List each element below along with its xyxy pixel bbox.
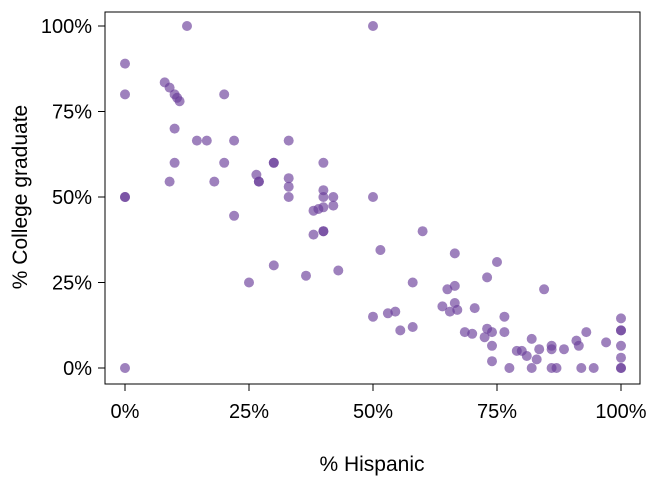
data-point [482, 272, 493, 283]
data-point [209, 176, 220, 187]
y-tick-label: 75% [52, 102, 92, 124]
data-point [318, 202, 329, 213]
data-point [395, 325, 406, 336]
data-point [487, 356, 497, 367]
data-point [534, 344, 545, 355]
data-point [301, 270, 311, 281]
y-tick-label: 25% [52, 273, 92, 295]
data-point [268, 157, 279, 168]
data-point [368, 311, 378, 322]
data-point [219, 157, 230, 168]
x-tick-label: 50% [353, 401, 393, 423]
x-axis-title: % Hispanic [319, 453, 424, 476]
data-point [616, 363, 626, 373]
data-point [120, 363, 130, 373]
data-point [487, 340, 497, 351]
data-point [120, 58, 130, 69]
data-point [492, 257, 502, 267]
data-point [616, 325, 626, 336]
x-tick-label: 75% [477, 401, 517, 423]
data-point [504, 363, 515, 373]
data-point [368, 192, 378, 202]
x-axis: 0% 25% 50% 75% 100% [111, 384, 647, 423]
data-point [601, 337, 612, 348]
points-layer [120, 21, 626, 373]
data-point [328, 192, 339, 202]
data-point [191, 135, 202, 146]
data-point [201, 135, 212, 146]
data-point [449, 280, 460, 291]
data-point [487, 327, 497, 338]
data-point [526, 333, 537, 344]
data-point [576, 363, 587, 373]
y-tick-label: 100% [41, 16, 92, 38]
data-point [521, 351, 532, 361]
data-point [452, 304, 463, 315]
data-point [559, 344, 569, 355]
data-point [244, 277, 254, 288]
data-point [219, 89, 230, 100]
y-tick-label: 50% [52, 187, 92, 209]
data-point [283, 173, 294, 184]
data-point [169, 123, 180, 134]
data-point [283, 135, 294, 146]
y-axis-title: % College graduate [9, 105, 32, 289]
data-point [268, 260, 279, 271]
data-point [551, 363, 562, 373]
data-point [229, 210, 240, 221]
data-point [328, 200, 339, 211]
data-point [573, 340, 584, 351]
data-point [581, 327, 592, 338]
data-point [526, 363, 537, 373]
data-point [467, 328, 478, 339]
x-tick-label: 100% [595, 401, 646, 423]
x-tick-label: 25% [229, 401, 269, 423]
data-point [375, 245, 386, 255]
data-point [120, 192, 130, 202]
data-point [390, 306, 401, 317]
data-point [449, 248, 460, 259]
data-point [318, 157, 329, 168]
data-point [546, 344, 557, 355]
y-tick-label: 0% [63, 358, 92, 380]
data-point [469, 303, 480, 314]
data-point [531, 354, 542, 365]
data-point [368, 21, 378, 31]
data-point [407, 277, 418, 288]
y-axis: 0% 25% 50% 75% 100% [41, 16, 105, 380]
data-point [283, 181, 294, 192]
data-point [308, 229, 319, 240]
data-point [318, 226, 329, 237]
data-point [333, 265, 344, 276]
data-point [437, 301, 448, 312]
data-point [616, 352, 626, 363]
data-point [120, 89, 130, 100]
x-tick-label: 0% [111, 401, 140, 423]
data-point [616, 313, 626, 324]
data-point [174, 96, 185, 107]
data-point [407, 322, 418, 332]
data-point [283, 192, 294, 202]
data-point [479, 332, 490, 343]
data-point [318, 192, 329, 202]
data-point [164, 176, 175, 187]
data-point [499, 311, 510, 322]
data-point [588, 363, 599, 373]
data-point [616, 340, 626, 351]
data-point [539, 284, 550, 295]
data-point [499, 327, 510, 338]
data-point [253, 176, 264, 187]
data-point [169, 157, 180, 168]
data-point [182, 21, 192, 31]
data-point [417, 226, 428, 237]
data-point [229, 135, 240, 146]
